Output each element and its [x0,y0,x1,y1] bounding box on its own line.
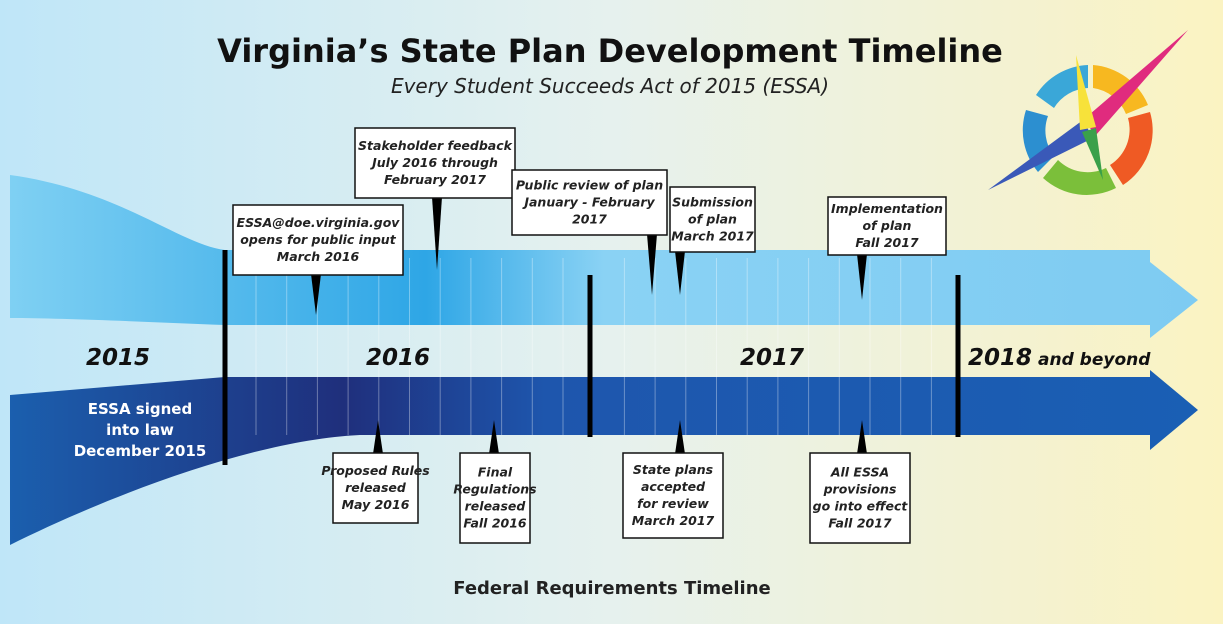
callout-text: State plans [633,462,713,477]
year: 2017 [740,345,804,371]
callout-text: July 2016 through [369,155,498,170]
callout-text: opens for public input [240,232,396,247]
callout-text: March 2017 [632,513,715,528]
callout-text: Stakeholder feedback [358,138,513,153]
footer-label: Federal Requirements Timeline [453,578,771,599]
callout-text: Final [478,465,513,480]
callout-text: March 2016 [277,249,360,264]
year: 2015 [86,345,150,371]
subtitle: Every Student Succeeds Act of 2015 (ESSA… [391,74,829,98]
callout-text: ESSA@doe.virginia.gov [237,215,401,230]
callout-text: 2017 [572,212,607,227]
callout-text: go into effect [813,499,909,514]
year: 2016 [366,345,430,371]
signed-text: December 2015 [74,442,207,460]
year-label: 2017 [740,345,804,371]
callout-text: provisions [823,482,897,497]
callout-text: February 2017 [384,172,486,187]
callout-text: Implementation [831,201,943,216]
callout-text: Proposed Rules [321,463,429,478]
callout-text: May 2016 [342,497,410,512]
year-label: 2015 [86,345,150,371]
callout-text: of plan [688,212,737,227]
callout-text: Submission [672,195,753,210]
infographic: Virginia’s State Plan Development Timeli… [0,0,1223,624]
callout-text: Regulations [453,482,536,497]
callout-text: released [345,480,407,495]
callout-text: Public review of plan [516,178,663,193]
callout-text: Fall 2017 [828,516,892,531]
callout-text: for review [637,496,709,511]
signed-text: ESSA signed [88,400,192,418]
year-suffix: and beyond [1038,350,1151,370]
callout-text: accepted [641,479,706,494]
callout-text: January - February [521,195,655,210]
callout-text: March 2017 [671,229,754,244]
signed-text: into law [106,421,174,439]
callout-text: released [465,499,527,514]
title: Virginia’s State Plan Development Timeli… [217,32,1003,70]
year-label: 2016 [366,345,430,371]
callout-text: Fall 2017 [855,235,919,250]
callout-text: of plan [863,218,912,233]
year: 2018 [968,345,1032,371]
callout-text: Fall 2016 [463,516,527,531]
callout-text: All ESSA [830,465,889,480]
